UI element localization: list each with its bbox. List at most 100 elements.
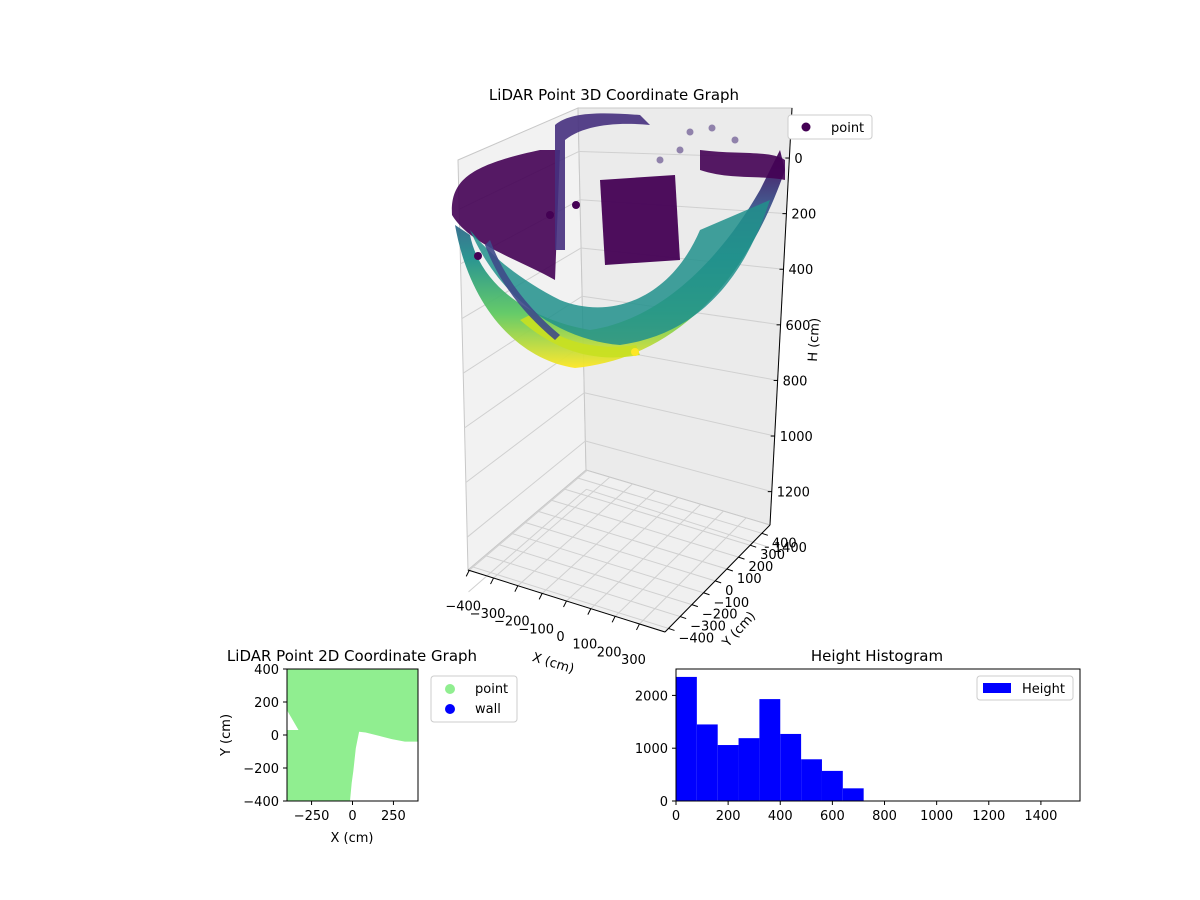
grid-3d: [458, 150, 790, 629]
cloud-outlier: [731, 136, 739, 144]
chart-title: LiDAR Point 3D Coordinate Graph: [489, 86, 739, 104]
histogram-bar: [759, 699, 781, 801]
cloud-outlier: [676, 146, 684, 154]
x-tick-label: −300: [470, 607, 506, 622]
plot-frame: [675, 668, 1081, 802]
legend-3d: point: [787, 114, 873, 140]
y-tick: [738, 556, 745, 560]
histogram-bar: [780, 733, 802, 801]
legend-label: point: [831, 121, 864, 136]
legend-label: Height: [1022, 682, 1065, 697]
y-tick: [750, 544, 757, 548]
grid-line: [511, 532, 704, 594]
grid-line: [498, 543, 692, 606]
grid-line: [585, 440, 772, 493]
x-tick-label: 600: [820, 809, 845, 824]
y-tick-label: −200: [702, 608, 738, 623]
histogram-bar: [821, 770, 843, 801]
legend-histogram: Height: [976, 675, 1074, 701]
y-tick: [726, 568, 733, 572]
histogram-bar: [801, 759, 822, 801]
z-tick-label: 1400: [774, 541, 807, 556]
grid-line: [584, 392, 775, 437]
x-tick-label: −100: [518, 622, 554, 637]
grid-line: [563, 488, 751, 546]
x-tick: [636, 623, 640, 631]
y-tick-label: 200: [254, 696, 279, 711]
cloud-outlier: [656, 156, 664, 164]
x-tick-label: 200: [716, 809, 741, 824]
y-axis-line: [664, 524, 771, 633]
cloud-outlier: [572, 201, 580, 209]
x-tick-label: 100: [572, 638, 597, 653]
x-tick-label: 0: [348, 809, 356, 824]
z-axis-line: [769, 107, 793, 526]
y-tick-label: 0: [725, 584, 733, 599]
y-tick-label: 0: [660, 795, 668, 810]
grid-line: [586, 488, 769, 548]
point-cloud: [451, 113, 785, 368]
histogram-bars: [676, 676, 864, 801]
cloud-back-wall: [555, 113, 650, 251]
y-tick: [668, 627, 675, 631]
grid-line: [566, 497, 679, 602]
y-tick-label: 0: [271, 729, 279, 744]
grid-line: [537, 510, 727, 570]
y-tick-label: −300: [690, 620, 726, 635]
x-tick: [563, 600, 567, 608]
x-tick-label: 300: [621, 653, 646, 668]
chart-histogram: Height Histogram 0 200 400 600 800 1000 1200 14…: [635, 647, 1081, 824]
x-tick-label: −400: [445, 599, 481, 614]
legend-2d: point wall: [430, 675, 518, 723]
cloud-right-rim: [700, 150, 785, 180]
grid-line: [517, 483, 633, 587]
z-tick-label: 1000: [780, 430, 813, 445]
y-axis-label: Y (cm): [219, 714, 234, 757]
cloud-left-wall: [451, 150, 560, 280]
x-tick-label: 1200: [972, 809, 1005, 824]
y-tick-label: −400: [679, 631, 715, 646]
cloud-outlier: [474, 252, 482, 260]
y-tick: [715, 580, 722, 584]
x-tick-label: 800: [872, 809, 897, 824]
legend-marker: [801, 122, 811, 132]
legend-label-wall: wall: [475, 702, 501, 717]
cloud-outlier: [546, 211, 554, 219]
cloud-outlier: [708, 124, 716, 132]
y-tick: [761, 532, 768, 536]
y-tick-label: −100: [714, 596, 750, 611]
grid-line: [550, 499, 739, 558]
grid-line: [541, 490, 656, 594]
x-tick-label: 400: [768, 809, 793, 824]
y-tick-label: 1000: [635, 742, 668, 757]
grid-line: [614, 510, 724, 617]
x-axis-label: X (cm): [331, 831, 374, 846]
x-tick: [490, 577, 494, 585]
legend-marker-point: [445, 684, 455, 694]
grid-line: [466, 440, 586, 538]
grid-line: [590, 503, 702, 610]
legend-swatch: [983, 683, 1011, 693]
z-tick-label: 1200: [777, 486, 810, 501]
y-tick-label: 400: [772, 536, 797, 551]
z-tick-label: 200: [791, 208, 816, 223]
ticks-histogram: 0 200 400 600 800 1000 1200 1400 0 1000 2000: [635, 689, 1058, 824]
legend-label-point: point: [475, 682, 508, 697]
z-tick-label: 0: [794, 152, 802, 167]
z-tick-label: 800: [783, 374, 808, 389]
histogram-bar: [738, 738, 760, 801]
grid-line: [465, 392, 585, 483]
grid-line: [639, 517, 747, 625]
y-tick-label: 100: [737, 572, 762, 587]
chart-3d: LiDAR Point 3D Coordinate Graph −400−300…: [445, 86, 873, 677]
x-tick: [465, 570, 470, 577]
cloud-center-block: [600, 175, 680, 265]
y-tick: [680, 616, 687, 620]
y-tick-label: −400: [243, 795, 279, 810]
x-tick-label: −200: [494, 615, 530, 630]
x-tick: [514, 585, 519, 592]
x-tick: [587, 608, 592, 615]
point-region: [287, 669, 418, 801]
y-tick-label: 400: [254, 663, 279, 678]
cloud-bottom-yellow: [520, 315, 640, 358]
